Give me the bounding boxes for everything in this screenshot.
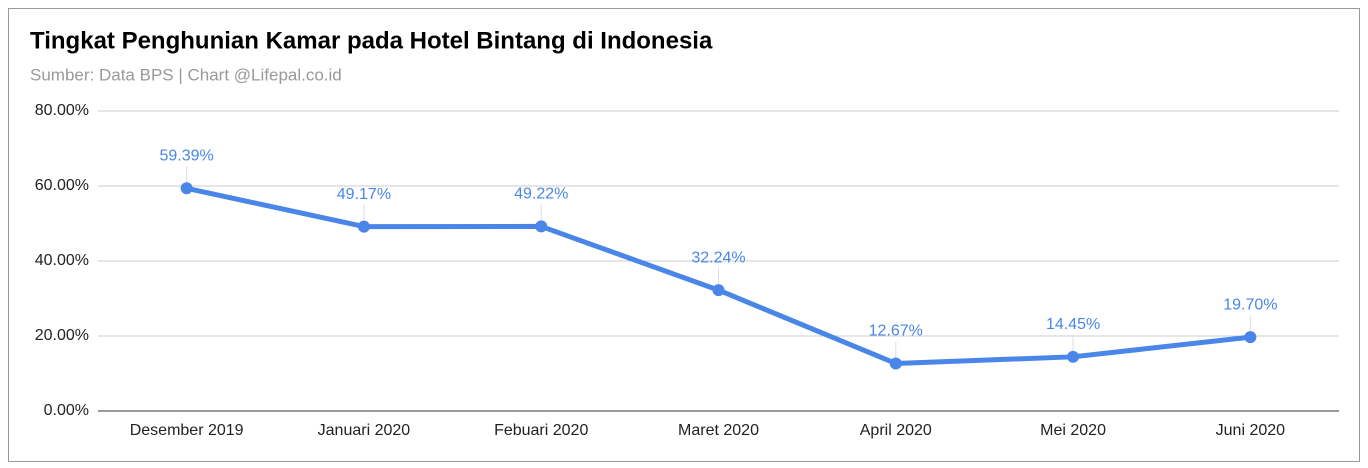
chart-frame — [8, 8, 1360, 462]
x-tick-label: Maret 2020 — [678, 422, 759, 439]
chart-subtitle: Sumber: Data BPS | Chart @Lifepal.co.id — [30, 65, 342, 84]
data-point — [1067, 350, 1080, 363]
y-tick-label: 60.00% — [35, 177, 89, 194]
x-tick-label: Mei 2020 — [1040, 422, 1106, 439]
data-point — [1244, 331, 1257, 344]
chart-title: Tingkat Penghunian Kamar pada Hotel Bint… — [30, 27, 713, 54]
data-point — [357, 220, 370, 233]
data-label: 14.45% — [1046, 316, 1100, 333]
y-tick-label: 40.00% — [35, 252, 89, 269]
data-label: 49.22% — [514, 186, 568, 203]
data-label: 59.39% — [160, 148, 214, 165]
x-tick-label: Januari 2020 — [318, 422, 411, 439]
x-tick-label: Febuari 2020 — [494, 422, 588, 439]
data-label: 49.17% — [337, 186, 391, 203]
y-tick-label: 0.00% — [44, 402, 89, 419]
data-label: 12.67% — [869, 323, 923, 340]
data-label: 32.24% — [691, 249, 745, 266]
y-tick-label: 20.00% — [35, 327, 89, 344]
x-tick-label: Juni 2020 — [1216, 422, 1285, 439]
data-point — [889, 357, 902, 370]
data-point — [180, 182, 193, 195]
data-point — [535, 220, 548, 233]
data-point — [712, 284, 725, 297]
x-tick-label: Desember 2019 — [130, 422, 244, 439]
x-tick-label: April 2020 — [860, 422, 932, 439]
data-label: 19.70% — [1223, 296, 1277, 313]
y-tick-label: 80.00% — [35, 102, 89, 119]
